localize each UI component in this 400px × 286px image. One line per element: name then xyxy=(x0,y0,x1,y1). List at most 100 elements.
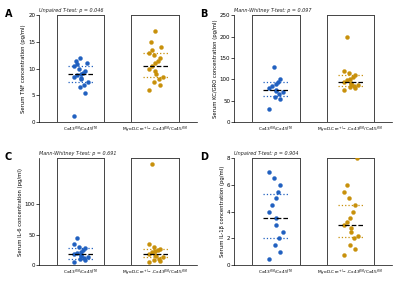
Point xyxy=(156,82,163,87)
Point xyxy=(350,209,356,214)
Point xyxy=(266,107,272,112)
Text: Mann-Whitney T-test: p = 0.097: Mann-Whitney T-test: p = 0.097 xyxy=(234,8,312,13)
Point xyxy=(77,72,84,76)
Point xyxy=(269,84,275,88)
Point xyxy=(76,66,82,71)
Point xyxy=(76,257,83,261)
Point xyxy=(266,256,272,261)
Point xyxy=(71,114,77,118)
Point xyxy=(157,247,163,251)
Point xyxy=(269,203,275,207)
Point xyxy=(271,176,277,180)
Point xyxy=(273,223,280,227)
Point xyxy=(76,85,83,90)
Y-axis label: Serum KC/GRO concentration (pg/ml): Serum KC/GRO concentration (pg/ml) xyxy=(213,19,218,118)
Text: D: D xyxy=(200,152,208,162)
Point xyxy=(346,196,352,200)
Point xyxy=(348,229,354,234)
Point xyxy=(344,78,350,83)
Point xyxy=(150,245,157,249)
Point xyxy=(80,71,86,75)
Point xyxy=(346,243,353,247)
Point xyxy=(148,40,154,44)
Point xyxy=(146,260,152,265)
Point xyxy=(82,69,88,74)
Point xyxy=(152,253,158,257)
Text: B: B xyxy=(200,9,207,19)
Point xyxy=(276,92,282,97)
Point xyxy=(74,62,80,67)
Point xyxy=(276,236,282,241)
Point xyxy=(272,243,278,247)
Point xyxy=(156,77,162,82)
Point xyxy=(81,256,87,260)
Point xyxy=(275,79,282,84)
Point xyxy=(77,76,84,81)
Point xyxy=(74,251,80,255)
Text: Unpaired T-test: p = 0.046: Unpaired T-test: p = 0.046 xyxy=(39,8,104,13)
Text: Mann-Whitney T-test: p = 0.691: Mann-Whitney T-test: p = 0.691 xyxy=(39,151,117,156)
Point xyxy=(351,236,357,241)
Point xyxy=(354,234,361,238)
Point xyxy=(156,256,162,261)
Point xyxy=(347,81,354,85)
Point xyxy=(354,82,361,87)
Point xyxy=(352,203,358,207)
Y-axis label: Serum IL-1β concentration (pg/ml): Serum IL-1β concentration (pg/ml) xyxy=(220,166,225,257)
Point xyxy=(354,156,360,160)
Point xyxy=(149,48,155,52)
Point xyxy=(275,189,282,194)
Point xyxy=(84,61,90,65)
Point xyxy=(74,73,80,78)
Point xyxy=(352,86,358,90)
Point xyxy=(272,82,279,86)
Point xyxy=(280,229,286,234)
Point xyxy=(351,84,357,88)
Point xyxy=(344,34,350,39)
Point xyxy=(347,225,354,230)
Point xyxy=(82,91,88,95)
Point xyxy=(81,82,87,87)
Point xyxy=(152,69,158,74)
Point xyxy=(272,196,279,200)
Point xyxy=(73,58,80,63)
Point xyxy=(76,245,82,249)
Point xyxy=(341,252,347,257)
Text: A: A xyxy=(5,9,12,19)
Point xyxy=(346,71,352,75)
Point xyxy=(341,79,347,84)
Point xyxy=(153,72,159,76)
Point xyxy=(146,88,152,92)
Point xyxy=(347,216,354,221)
Point xyxy=(277,250,283,254)
Point xyxy=(71,242,77,246)
Point xyxy=(352,247,358,251)
Point xyxy=(155,58,161,63)
Point xyxy=(272,216,279,221)
Point xyxy=(82,258,88,263)
Point xyxy=(277,183,283,187)
Point xyxy=(80,248,86,252)
Point xyxy=(158,45,165,49)
Point xyxy=(277,77,283,82)
Y-axis label: Serum TNF concentration (pg/ml): Serum TNF concentration (pg/ml) xyxy=(21,24,26,113)
Point xyxy=(277,96,283,101)
Point xyxy=(77,249,84,254)
Point xyxy=(157,56,163,60)
Point xyxy=(150,53,157,57)
Point xyxy=(152,29,158,33)
Point xyxy=(71,260,77,265)
Point xyxy=(272,94,278,99)
Point xyxy=(273,89,280,94)
Point xyxy=(84,80,91,84)
Point xyxy=(346,85,353,90)
Point xyxy=(266,209,272,214)
Point xyxy=(156,259,163,263)
Point xyxy=(155,248,161,252)
Point xyxy=(76,56,83,60)
Point xyxy=(77,253,84,258)
Point xyxy=(266,86,272,90)
Point xyxy=(71,252,77,257)
Point xyxy=(341,189,347,194)
Point xyxy=(149,64,155,68)
